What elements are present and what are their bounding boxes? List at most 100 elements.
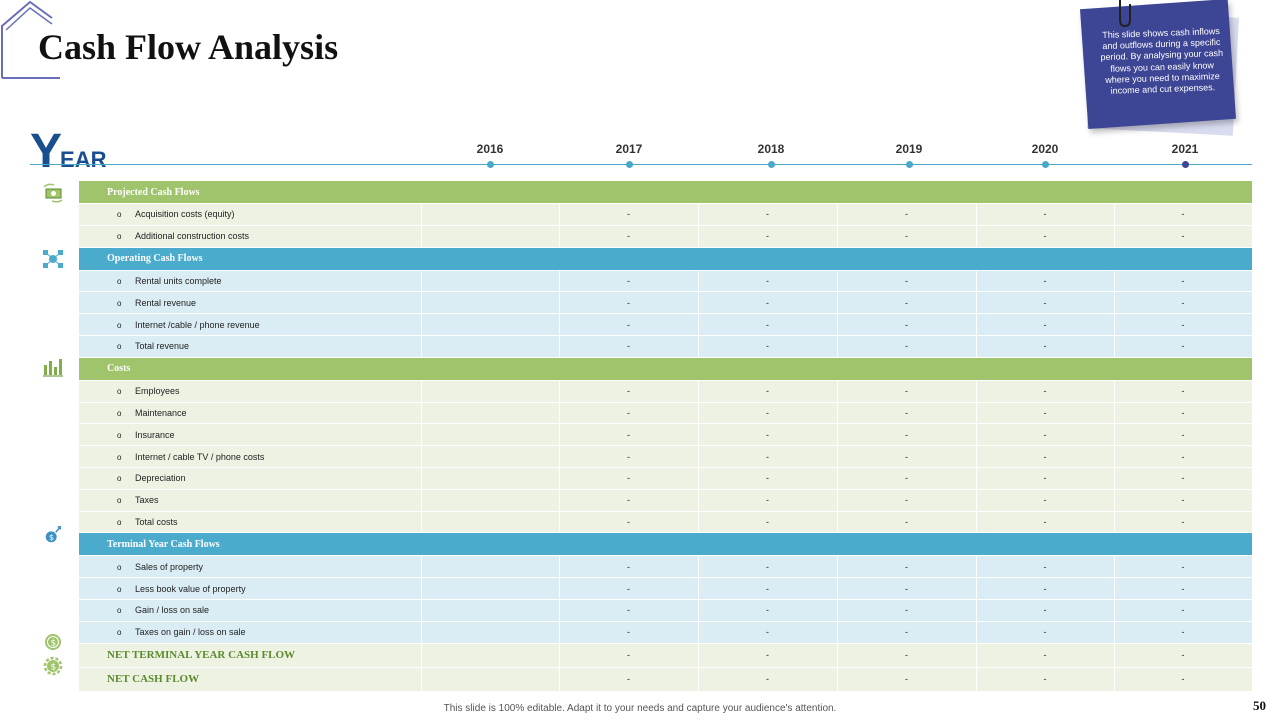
value-cell: - [698,335,838,358]
empty-cell [421,555,560,579]
bullet-icon: o [117,496,122,506]
table-row: o Sales of property - - - - - [79,555,1253,579]
row-label: o Gain / loss on sale [79,599,422,622]
value-cell: - [698,489,838,512]
value-cell: - [698,445,838,468]
row-label-text: Rental revenue [135,297,197,308]
row-label-text: Insurance [135,429,175,440]
row-label: o Additional construction costs [79,225,422,248]
bullet-icon: o [117,562,122,572]
row-label: o Acquisition costs (equity) [79,203,422,226]
value-cell: - [698,643,838,668]
value-cell: - [837,643,977,668]
row-label-text: Internet / cable TV / phone costs [135,451,265,462]
value-cell: - [837,225,977,248]
row-label-text: Acquisition costs (equity) [135,209,235,220]
bullet-icon: o [117,232,122,242]
row-label: o Less book value of property [79,577,422,600]
value-cell: - [559,643,699,668]
value-cell: - [559,335,699,358]
value-cell: - [837,423,977,447]
value-cell: - [976,599,1115,622]
value-cell: - [559,467,699,490]
empty-cell [421,402,560,425]
bullet-icon: o [117,606,122,616]
svg-text:$: $ [49,532,54,542]
value-cell: - [698,270,838,293]
value-cell: - [1114,445,1253,468]
empty-cell [421,203,560,226]
value-cell: - [559,203,699,226]
value-cell: - [559,423,699,447]
empty-cell [421,621,560,644]
table-row: o Total costs - - - - - [79,511,1253,534]
table-row: o Additional construction costs - - - - - [79,225,1253,248]
value-cell: - [976,270,1115,293]
bullet-icon: o [117,320,122,330]
row-label-text: Gain / loss on sale [135,605,210,616]
value-cell: - [559,270,699,293]
row-label: o Maintenance [79,402,422,425]
row-label-text: Depreciation [135,473,186,484]
row-label: o Total costs [79,511,422,534]
year-dot [1181,161,1189,168]
table-row: o Less book value of property - - - - - [79,577,1253,600]
paperclip-icon [1119,0,1131,28]
value-cell: - [1114,467,1253,490]
value-cell: - [559,621,699,644]
value-cell: - [837,621,977,644]
value-cell: - [698,225,838,248]
row-label: o Depreciation [79,467,422,490]
value-cell: - [698,621,838,644]
section-header: Operating Cash Flows [79,247,1253,271]
year-2018: 2018 [757,142,785,156]
cash-flow-table: Projected Cash Flows o Acquisition costs (… [79,181,1253,692]
value-cell: - [1114,599,1253,622]
empty-cell [421,511,560,534]
value-cell: - [559,667,699,692]
value-cell: - [976,313,1115,336]
row-label: o Employees [79,380,422,403]
value-cell: - [837,599,977,622]
row-label: o Total revenue [79,335,422,358]
table-row: o Employees - - - - - [79,380,1253,403]
table-row: o Taxes on gain / loss on sale - - - - - [79,621,1253,644]
value-cell: - [976,577,1115,600]
bullet-icon: o [117,298,122,308]
section-header: Costs [79,357,1253,381]
value-cell: - [837,555,977,579]
value-cell: - [837,402,977,425]
table-row: o Rental units complete - - - - - [79,270,1253,293]
row-label-text: Total revenue [135,341,190,352]
empty-cell [421,445,560,468]
year-2017: 2017 [615,142,643,156]
value-cell: - [698,577,838,600]
value-cell: - [698,203,838,226]
value-cell: - [976,555,1115,579]
bullet-icon: o [117,452,122,462]
table-row: o Taxes - - - - - [79,489,1253,512]
value-cell: - [698,667,838,692]
page-title: Cash Flow Analysis [38,27,339,67]
row-label-text: Additional construction costs [135,231,250,242]
table-row: o Maintenance - - - - - [79,402,1253,425]
value-cell: - [698,555,838,579]
value-cell: - [976,203,1115,226]
footer-note: This slide is 100% editable. Adapt it to… [443,703,837,714]
row-label-text: Maintenance [135,407,187,418]
empty-cell [421,423,560,447]
row-label: o Sales of property [79,555,422,579]
value-cell: - [837,667,977,692]
bullet-icon: o [117,387,122,397]
operating-network-icon [43,250,63,268]
value-cell: - [1114,380,1253,403]
row-label: o Rental revenue [79,291,422,315]
empty-cell [421,291,560,315]
row-label-text: Taxes on gain / loss on sale [135,627,246,638]
net-row: NET CASH FLOW - - - - - [79,667,1253,692]
value-cell: - [1114,335,1253,358]
table-row: o Internet / cable TV / phone costs - - - - - [79,445,1253,468]
value-cell: - [1114,511,1253,534]
value-cell: - [1114,423,1253,447]
dollar-gear-icon: $ [43,656,63,676]
